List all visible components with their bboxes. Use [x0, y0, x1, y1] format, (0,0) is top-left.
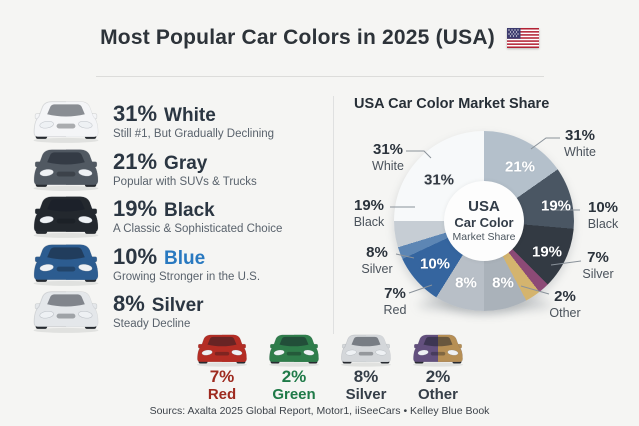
donut-outer-label-white-right: 31% White: [564, 127, 596, 159]
legend-note: Steady Decline: [113, 317, 191, 330]
donut-center-line1: USA: [468, 198, 500, 216]
legend-item-black: 19% Black A Classic & Sophisticated Choic…: [28, 192, 282, 238]
bottom-name: Other: [417, 385, 458, 403]
slice-label: 10%: [419, 255, 451, 273]
two-tone-car-icon: [409, 331, 467, 367]
donut-outer-label-silver-right: 7% Silver: [582, 249, 614, 281]
legend-item-gray: 21% Gray Popular with SUVs & Trucks: [28, 145, 257, 191]
silver-car-icon: [28, 287, 104, 333]
bottom-colors: 7% Red 2% Green 8% Silver 2% Other: [186, 331, 474, 403]
source-note: Sourcs: Axalta 2025 Global Report, Motor…: [149, 405, 490, 417]
donut-center-line2: Car Color: [454, 215, 514, 231]
bottom-item-silver: 8% Silver: [330, 331, 402, 403]
slice-label: 21%: [504, 158, 536, 176]
bottom-item-other: 2% Other: [402, 331, 474, 403]
legend-pct: 21%: [113, 148, 158, 174]
legend-name: Blue: [164, 247, 206, 269]
outer-label-name: White: [564, 144, 596, 159]
slice-label: 8%: [492, 274, 514, 292]
outer-label-name: Silver: [361, 261, 393, 276]
chart-title: USA Car Color Market Share: [354, 96, 550, 112]
slice-label: 19%: [540, 197, 572, 215]
chart-panel: USA Car Color Market Share USA Car Color…: [340, 92, 639, 340]
silver-car-icon: [337, 331, 395, 367]
outer-label-pct: 7%: [587, 249, 609, 266]
outer-label-pct: 31%: [564, 127, 596, 144]
legend-pct: 19%: [113, 195, 158, 221]
legend-text: 31% White Still #1, But Gradually Declini…: [113, 101, 274, 140]
page-title-text: Most Popular Car Colors in 2025 (USA): [100, 26, 495, 49]
outer-label-name: Other: [549, 305, 581, 320]
bottom-pct: 8%: [353, 367, 379, 386]
outer-label-pct: 10%: [587, 199, 619, 216]
legend-pct: 31%: [113, 100, 158, 126]
legend-text: 21% Gray Popular with SUVs & Trucks: [113, 149, 257, 188]
outer-label-name: Red: [383, 302, 407, 317]
legend-text: 10% Blue Growing Stronger in the U.S.: [113, 244, 260, 283]
outer-label-name: Black: [587, 216, 619, 231]
us-flag-icon: [506, 28, 539, 48]
bottom-pct: 7%: [209, 367, 235, 386]
donut-center: USA Car Color Market Share: [444, 181, 524, 261]
outer-label-pct: 8%: [366, 244, 388, 261]
donut-center-line3: Market Share: [452, 230, 516, 243]
donut-outer-label-other-right: 2% Other: [549, 288, 581, 320]
legend-text: 8% Silver Steady Decline: [113, 291, 204, 330]
green-car-icon: [265, 331, 323, 367]
outer-label-pct: 7%: [384, 285, 406, 302]
bottom-name: Silver: [345, 385, 387, 403]
bottom-pct: 2%: [281, 367, 307, 386]
legend-name: Black: [164, 199, 215, 221]
black-car-icon: [28, 192, 104, 238]
legend-name: White: [164, 104, 216, 126]
legend-item-white: 31% White Still #1, But Gradually Declini…: [28, 97, 274, 143]
blue-car-icon: [28, 240, 104, 286]
outer-label-name: Silver: [582, 266, 614, 281]
legend-item-blue: 10% Blue Growing Stronger in the U.S.: [28, 240, 260, 286]
bottom-item-red: 7% Red: [186, 331, 258, 403]
outer-label-name: White: [372, 158, 404, 173]
slice-label: 19%: [531, 243, 563, 261]
legend-name: Gray: [164, 152, 208, 174]
donut-outer-label-silver-left: 8% Silver: [361, 244, 393, 276]
legend-pct: 10%: [113, 243, 158, 269]
header-divider: [96, 76, 544, 77]
legend-note: Still #1, But Gradually Declining: [113, 127, 275, 140]
bottom-name: Red: [207, 385, 237, 403]
legend-text: 19% Black A Classic & Sophisticated Choic…: [113, 196, 282, 235]
legend-note: Popular with SUVs & Trucks: [113, 175, 257, 188]
slice-label: 31%: [423, 171, 455, 189]
outer-label-name: Black: [353, 214, 385, 229]
page-title: Most Popular Car Colors in 2025 (USA): [100, 26, 539, 50]
legend-name: Silver: [151, 294, 204, 316]
legend-pct: 8%: [113, 290, 145, 316]
slice-label: 8%: [455, 274, 477, 292]
outer-label-pct: 19%: [353, 197, 385, 214]
white-car-icon: [28, 97, 104, 143]
gray-car-icon: [28, 145, 104, 191]
donut-outer-label-white-left: 31% White: [372, 141, 404, 173]
outer-label-pct: 2%: [554, 288, 576, 305]
legend-note: Growing Stronger in the U.S.: [113, 270, 261, 283]
header: Most Popular Car Colors in 2025 (USA): [0, 26, 639, 50]
donut-outer-label-red-left: 7% Red: [383, 285, 407, 317]
red-car-icon: [193, 331, 251, 367]
bottom-item-green: 2% Green: [258, 331, 330, 403]
outer-label-pct: 31%: [372, 141, 404, 158]
legend-note: A Classic & Sophisticated Choice: [113, 222, 283, 235]
panel-divider: [333, 96, 334, 334]
bottom-name: Green: [272, 385, 316, 403]
bottom-pct: 2%: [425, 367, 451, 386]
legend-item-silver: 8% Silver Steady Decline: [28, 287, 204, 333]
donut-outer-label-black-right: 10% Black: [587, 199, 619, 231]
donut-outer-label-black-left: 19% Black: [353, 197, 385, 229]
